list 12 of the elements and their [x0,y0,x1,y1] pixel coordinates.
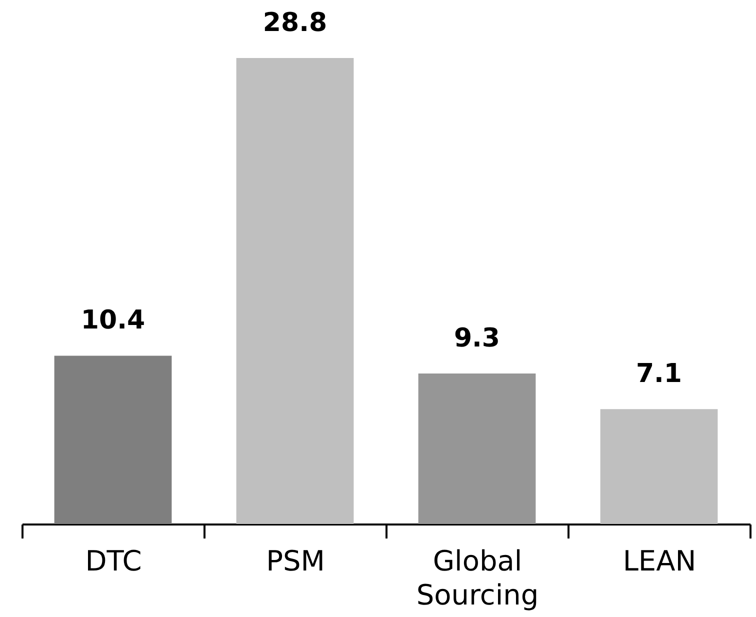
bar [418,374,536,524]
x-tick-label: Global Sourcing [416,544,539,612]
data-label: 10.4 [80,306,146,336]
data-label: 9.3 [454,324,500,354]
bar [236,58,354,524]
x-tick-label: PSM [266,544,325,578]
x-tick-label: DTC [85,544,142,578]
bar [600,409,718,524]
bar [54,356,172,524]
x-tick-label: LEAN [622,544,696,578]
data-label: 7.1 [636,359,682,390]
data-label: 28.8 [262,8,328,38]
